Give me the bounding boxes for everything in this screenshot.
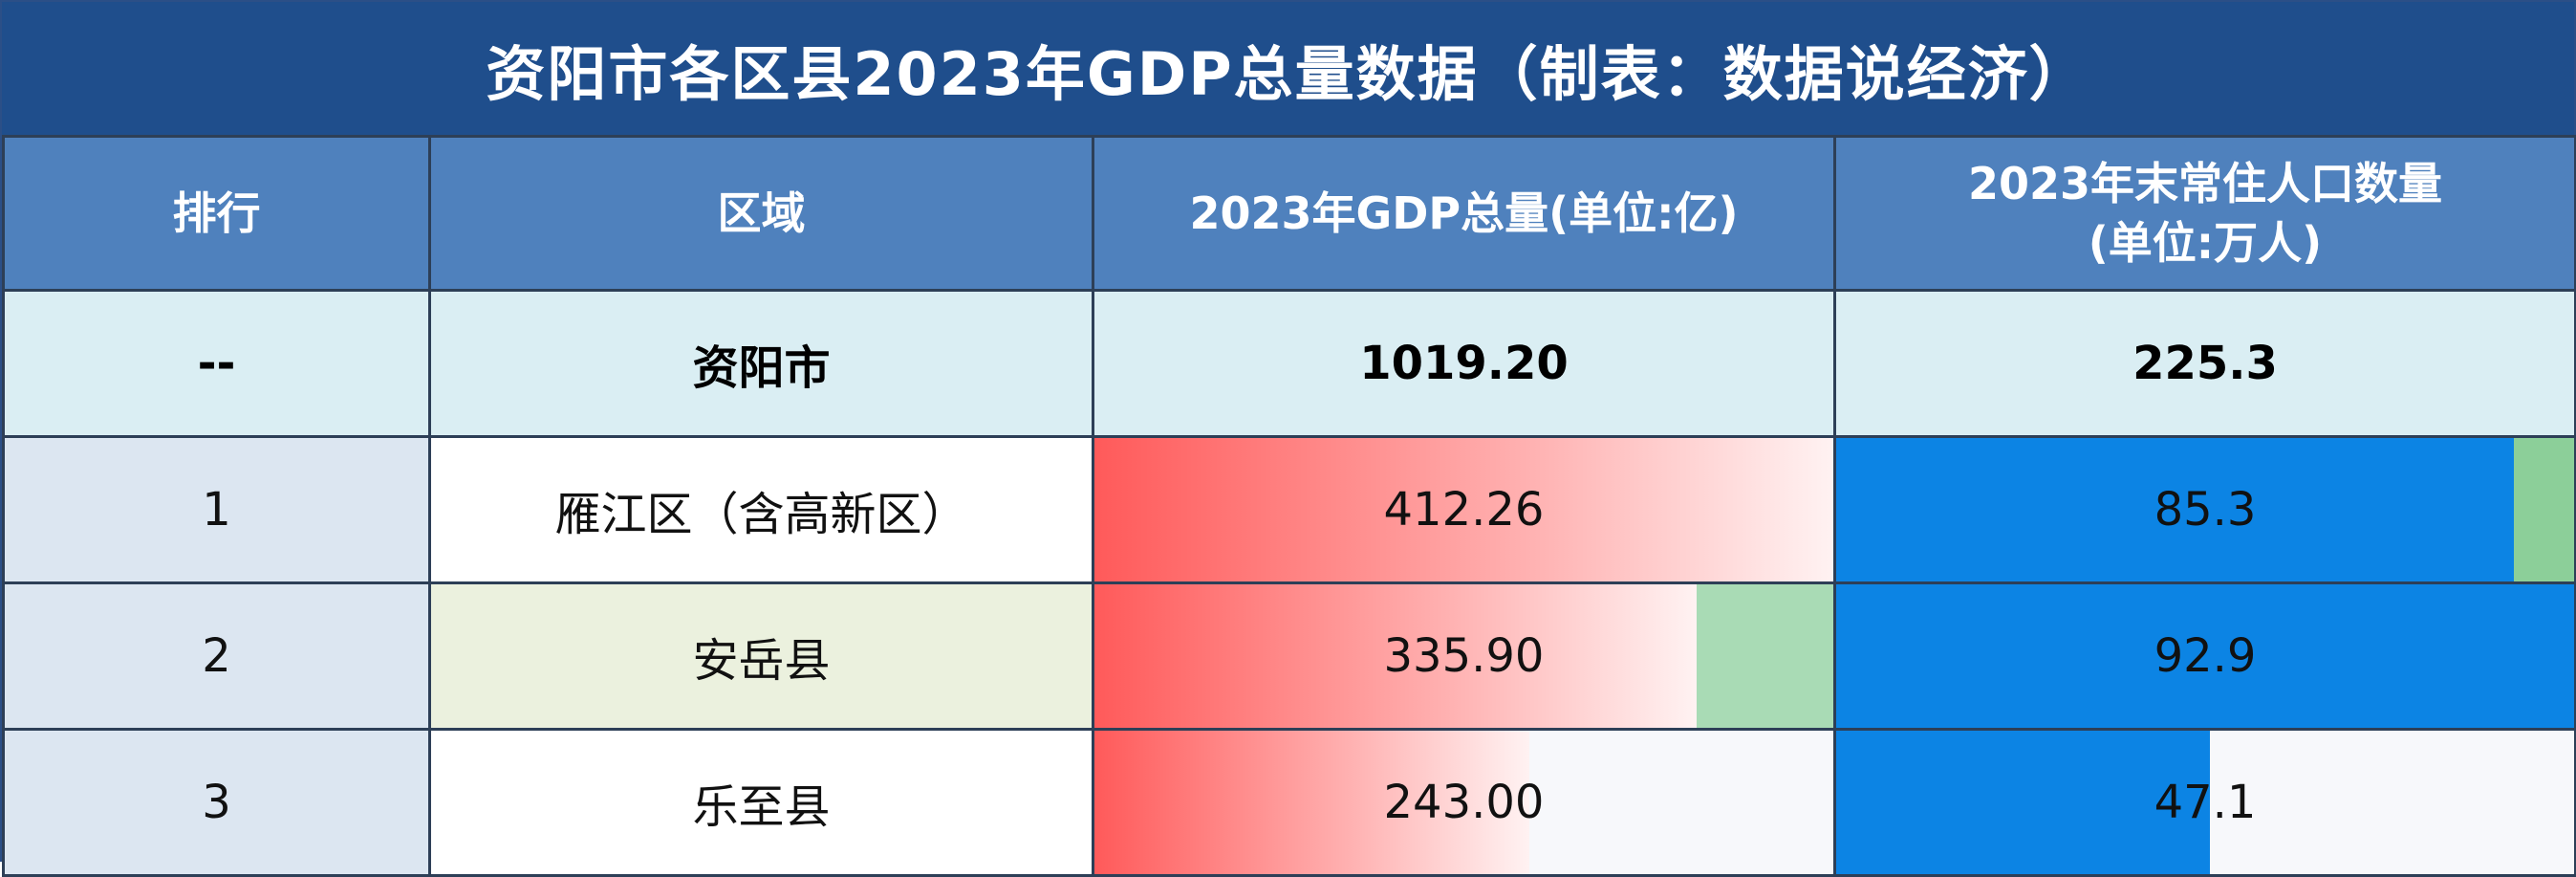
rank-cell: 2 <box>2 581 431 731</box>
title-text: 资阳市各区县2023年GDP总量数据（制表：数据说经济 <box>486 38 2029 109</box>
header-region: 区域 <box>428 135 1094 292</box>
total-gdp: 1019.20 <box>1092 289 1836 438</box>
total-row: -- 资阳市 1019.20 225.3 <box>2 289 2576 438</box>
total-rank: -- <box>2 289 431 438</box>
header-gdp: 2023年GDP总量(单位:亿) <box>1092 135 1836 292</box>
gdp-data-bar <box>1095 732 1530 873</box>
header-population-line2: (单位:万人) <box>2088 217 2323 269</box>
table-row: 2 安岳县 335.90 92.9 <box>2 581 2576 731</box>
gdp-cell: 335.90 <box>1092 581 1836 731</box>
gdp-value: 335.90 <box>1383 629 1545 683</box>
population-data-bar <box>1837 732 2211 873</box>
gdp-cell: 243.00 <box>1092 728 1836 877</box>
page-title: 资阳市各区县2023年GDP总量数据（制表：数据说经济） <box>2 2 2574 135</box>
region-cell: 乐至县 <box>428 728 1094 877</box>
population-value: 47.1 <box>2154 776 2257 829</box>
gdp-data-bar <box>1095 585 1697 727</box>
population-data-bar <box>1837 585 2573 727</box>
total-population: 225.3 <box>1833 289 2576 438</box>
gdp-cell: 412.26 <box>1092 435 1836 584</box>
total-region: 资阳市 <box>428 289 1094 438</box>
population-cell: 85.3 <box>1833 435 2576 584</box>
gdp-value: 243.00 <box>1383 776 1545 829</box>
header-row: 排行 区域 2023年GDP总量(单位:亿) 2023年末常住人口数量 (单位:… <box>2 135 2576 292</box>
gdp-data-bar <box>1095 439 1832 581</box>
table-row: 1 雁江区（含高新区） 412.26 85.3 <box>2 435 2576 584</box>
gdp-value: 412.26 <box>1383 483 1545 537</box>
data-table: 排行 区域 2023年GDP总量(单位:亿) 2023年末常住人口数量 (单位:… <box>2 135 2576 877</box>
header-rank: 排行 <box>2 135 431 292</box>
population-cell: 47.1 <box>1833 728 2576 877</box>
population-value: 92.9 <box>2154 629 2257 683</box>
table-row: 3 乐至县 243.00 47.1 <box>2 728 2576 877</box>
rank-cell: 1 <box>2 435 431 584</box>
region-cell: 安岳县 <box>428 581 1094 731</box>
population-cell: 92.9 <box>1833 581 2576 731</box>
region-cell: 雁江区（含高新区） <box>428 435 1094 584</box>
population-value: 85.3 <box>2154 483 2257 537</box>
population-data-bar <box>1837 439 2514 581</box>
header-population-line1: 2023年末常住人口数量 <box>1967 157 2443 209</box>
title-close: ） <box>2028 38 2090 109</box>
rank-cell: 3 <box>2 728 431 877</box>
header-population: 2023年末常住人口数量 (单位:万人) <box>1833 135 2576 292</box>
